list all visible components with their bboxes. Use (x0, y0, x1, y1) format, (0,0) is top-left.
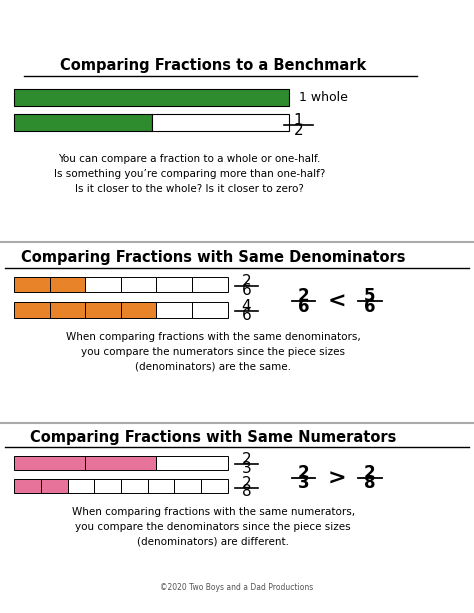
FancyBboxPatch shape (85, 277, 121, 292)
Text: You can compare a fraction to a whole or one-half.
Is something you’re comparing: You can compare a fraction to a whole or… (54, 154, 325, 194)
Text: 6: 6 (242, 283, 251, 298)
Text: Comparing Fractions to a Benchmark: Comparing Fractions to a Benchmark (60, 58, 366, 73)
Text: 1 whole: 1 whole (299, 91, 347, 104)
FancyBboxPatch shape (85, 455, 156, 470)
Text: 8: 8 (364, 474, 375, 492)
FancyBboxPatch shape (85, 302, 121, 318)
FancyBboxPatch shape (14, 479, 41, 493)
FancyBboxPatch shape (121, 302, 156, 318)
FancyBboxPatch shape (192, 302, 228, 318)
FancyBboxPatch shape (14, 302, 50, 318)
Text: 8: 8 (242, 484, 251, 499)
Text: 2: 2 (298, 287, 309, 305)
Text: 2: 2 (242, 476, 251, 491)
FancyBboxPatch shape (156, 455, 228, 470)
FancyBboxPatch shape (156, 277, 192, 292)
Text: 2: 2 (242, 274, 251, 289)
FancyBboxPatch shape (121, 277, 156, 292)
Text: Strategies for Comparing Fractions: Strategies for Comparing Fractions (51, 17, 423, 36)
Text: 2: 2 (294, 123, 303, 138)
Text: When comparing fractions with the same numerators,
you compare the denominators : When comparing fractions with the same n… (72, 507, 355, 547)
Text: 3: 3 (298, 474, 309, 492)
Text: <: < (327, 291, 346, 311)
FancyBboxPatch shape (147, 479, 174, 493)
FancyBboxPatch shape (50, 277, 85, 292)
FancyBboxPatch shape (14, 114, 152, 131)
FancyBboxPatch shape (50, 302, 85, 318)
Text: When comparing fractions with the same denominators,
you compare the numerators : When comparing fractions with the same d… (66, 332, 361, 371)
Text: 6: 6 (364, 298, 375, 316)
Text: >: > (327, 468, 346, 489)
Text: Comparing Fractions with Same Numerators: Comparing Fractions with Same Numerators (30, 430, 396, 445)
FancyBboxPatch shape (14, 89, 289, 106)
FancyBboxPatch shape (156, 302, 192, 318)
FancyBboxPatch shape (192, 277, 228, 292)
FancyBboxPatch shape (68, 479, 94, 493)
Text: 2: 2 (298, 464, 309, 482)
Text: 2: 2 (364, 464, 375, 482)
FancyBboxPatch shape (94, 479, 121, 493)
FancyBboxPatch shape (174, 479, 201, 493)
FancyBboxPatch shape (14, 455, 85, 470)
FancyBboxPatch shape (201, 479, 228, 493)
FancyBboxPatch shape (41, 479, 68, 493)
FancyBboxPatch shape (121, 479, 147, 493)
Text: 6: 6 (242, 308, 251, 323)
Text: 3: 3 (242, 461, 251, 476)
Text: 1: 1 (294, 113, 303, 128)
Text: Comparing Fractions with Same Denominators: Comparing Fractions with Same Denominato… (21, 250, 406, 265)
FancyBboxPatch shape (152, 114, 289, 131)
Text: 5: 5 (364, 287, 375, 305)
Text: 4: 4 (242, 299, 251, 314)
FancyBboxPatch shape (14, 277, 50, 292)
Text: 6: 6 (298, 298, 309, 316)
Text: 2: 2 (242, 452, 251, 467)
Text: ©2020 Two Boys and a Dad Productions: ©2020 Two Boys and a Dad Productions (160, 584, 314, 592)
